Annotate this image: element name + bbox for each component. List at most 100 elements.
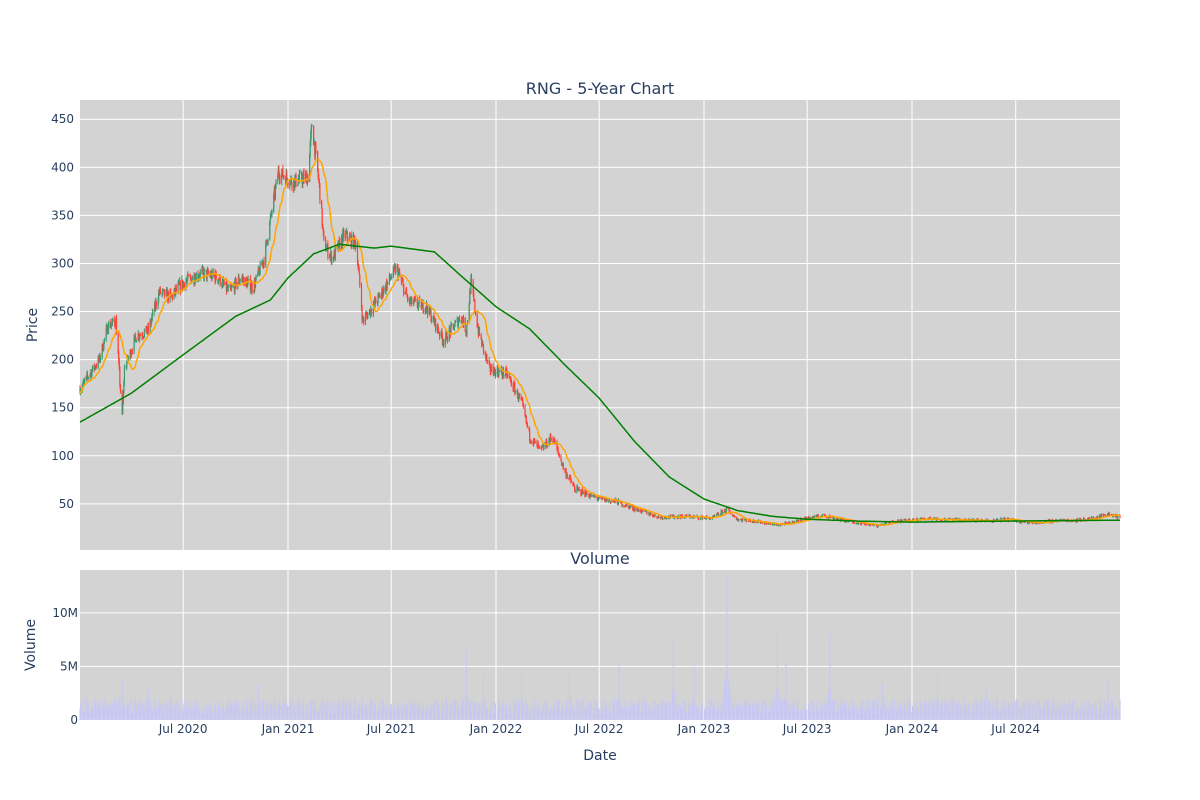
price-candle-body (367, 313, 369, 319)
price-candle-body (358, 266, 360, 270)
volume-bar (489, 711, 491, 720)
price-candle-body (1077, 518, 1079, 520)
volume-bar (327, 704, 329, 720)
volume-bar (815, 701, 817, 720)
x-tick-label: Jul 2023 (782, 722, 832, 736)
price-candle-body (586, 494, 588, 496)
price-candle-body (294, 178, 296, 188)
price-candle-body (430, 311, 432, 322)
price-candle-body (1024, 521, 1027, 523)
volume-bar (438, 704, 440, 720)
price-candle-body (955, 518, 957, 520)
volume-bar (572, 706, 575, 720)
volume-bar (293, 702, 295, 720)
price-candle-body (597, 498, 600, 500)
volume-bar (1039, 700, 1041, 720)
volume-bar (255, 708, 257, 720)
volume-bar (776, 687, 778, 720)
volume-bar (897, 706, 899, 720)
volume-bar (253, 710, 255, 720)
volume-bar (1096, 711, 1098, 720)
volume-bar (684, 700, 686, 720)
price-candle-body (489, 364, 491, 372)
volume-bar (1087, 699, 1089, 720)
price-candle-body (191, 275, 193, 280)
volume-bar (98, 699, 100, 720)
volume-bar (880, 708, 882, 720)
volume-bar (857, 710, 859, 720)
price-candle-body (1098, 515, 1101, 519)
volume-bar (742, 705, 744, 720)
volume-bar (788, 706, 790, 720)
volume-y-tick-label: 5M (60, 659, 78, 673)
volume-bar (754, 704, 756, 720)
volume-bar (466, 697, 468, 720)
volume-bar (301, 702, 303, 720)
volume-bar (241, 711, 243, 720)
volume-bar (399, 702, 401, 720)
volume-bar (685, 712, 687, 720)
price-candle-body (473, 299, 475, 301)
volume-bar (955, 704, 957, 720)
volume-bar (194, 702, 196, 720)
volume-bar (246, 710, 249, 720)
volume-bar (715, 710, 718, 720)
price-candle-body (673, 517, 675, 519)
price-candle-body (877, 525, 879, 527)
volume-y-tick-label: 10M (52, 606, 78, 620)
price-candle-body (546, 440, 548, 447)
price-candle-body (89, 373, 91, 378)
volume-bar (853, 711, 855, 720)
volume-bar (883, 703, 885, 720)
price-candle-body (422, 301, 424, 312)
volume-bar (530, 708, 532, 720)
volume-bar (820, 711, 822, 720)
volume-bar (586, 710, 588, 720)
volume-bar (594, 707, 596, 720)
price-candle-body (426, 303, 428, 310)
price-candle-body (438, 332, 440, 334)
volume-bar (130, 700, 132, 720)
volume-bar (207, 713, 209, 720)
price-candle-body (245, 277, 247, 281)
volume-bar (784, 700, 786, 720)
volume-bar (973, 700, 975, 720)
volume-bar (570, 701, 572, 720)
volume-bar (388, 710, 390, 720)
volume-bar (985, 687, 987, 720)
volume-bar (323, 700, 325, 720)
volume-bar (1076, 701, 1078, 720)
price-candle-body (733, 515, 735, 517)
volume-bar (458, 709, 461, 720)
price-plot-area[interactable] (80, 100, 1120, 550)
volume-bar (305, 704, 307, 720)
price-candle-body (406, 294, 408, 297)
price-candle-body (351, 234, 353, 247)
volume-bar (341, 704, 343, 720)
volume-plot-area[interactable] (80, 570, 1120, 720)
price-candle-body (318, 180, 320, 184)
price-candle-body (466, 321, 469, 325)
volume-bar (593, 708, 595, 720)
volume-bar (201, 712, 203, 720)
volume-bar (521, 699, 523, 720)
price-candle-body (358, 269, 360, 275)
volume-bar (366, 707, 368, 720)
volume-bar (1059, 707, 1061, 720)
price-candle-body (1083, 517, 1085, 520)
price-candle-body (416, 299, 418, 306)
price-candle-body (821, 515, 823, 517)
volume-bar (444, 700, 446, 720)
price-candle-body (134, 335, 136, 338)
volume-bar (1117, 711, 1119, 720)
volume-bar (407, 708, 409, 720)
volume-bar (167, 706, 169, 720)
volume-bar (1000, 705, 1003, 720)
price-candle-body (702, 517, 704, 520)
volume-bar (796, 699, 799, 720)
volume-bar (995, 700, 997, 720)
volume-bar (1041, 711, 1043, 720)
volume-bar (877, 698, 879, 720)
volume-bar (310, 708, 312, 720)
volume-bar (1004, 706, 1007, 720)
